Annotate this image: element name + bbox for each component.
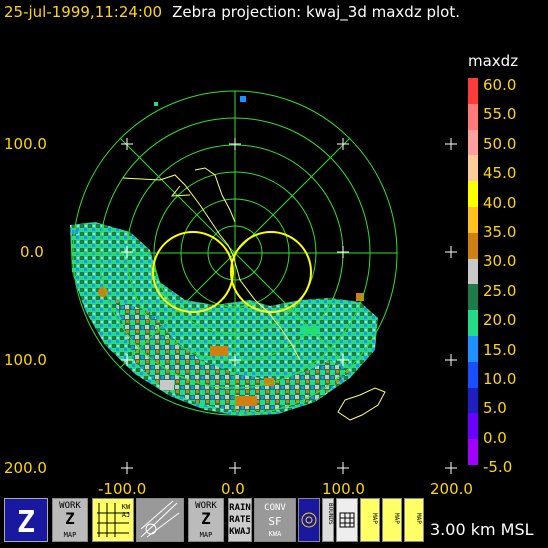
colorbar-segment [468,181,478,208]
colorbar-tick-label: 30.0 [483,252,517,271]
x-label-0: 0.0 [221,480,245,498]
rings-icon[interactable] [298,498,320,542]
grid-markers [121,138,457,474]
colorbar-segment [468,284,478,311]
plot-title: Zebra projection: kwaj_3d maxdz plot. [172,3,460,21]
radar-sweep-icon[interactable] [136,498,184,542]
map-icon-3[interactable]: MAP [404,498,424,542]
work-map-icon-2[interactable]: WORK Z MAP [188,498,224,542]
colorbar-tick-label: -5.0 [483,458,513,477]
colorbar-segment [468,413,478,440]
colorbar-tick-label: 50.0 [483,134,517,153]
x-label-100: 100.0 [322,480,365,498]
colorbar-tick-label: 0.0 [483,428,507,447]
rain-rate-icon[interactable]: RAIN RATE KWAJ [228,498,252,542]
y-label-100-top: 100.0 [4,135,47,153]
colorbar-segment [468,361,478,389]
colorbar-segment [468,336,478,363]
colorbar-segment [468,207,478,234]
colorbar-segment [468,258,478,285]
x-label-neg100: -100.0 [98,480,147,498]
bounds-icon[interactable]: BOUNDS [322,498,334,542]
coastline [122,167,386,421]
colorbar-tick-label: 35.0 [483,223,517,241]
colorbar-segment [468,78,478,105]
colorbar-tick-label: 10.0 [483,370,517,388]
y-label-0: 0.0 [20,243,44,261]
precip-echoes [70,96,378,416]
colorbar-segment [468,232,478,260]
y-label-100-bottom: 100.0 [4,351,47,369]
icon-taskbar: Z WORK Z MAP KWAJ WORK Z MAP RAIN RATE K… [0,494,548,548]
colorbar-segment [468,387,478,414]
work-map-icon[interactable]: WORK Z MAP [52,498,88,542]
colorbar-tick-label: 60.0 [483,76,517,94]
colorbar-segment [468,103,478,131]
y-label-200: 200.0 [4,459,47,477]
colorbar-tick-label: 20.0 [483,311,517,330]
colorbar-tick-label: 40.0 [483,193,517,212]
colorbar-tick-label: 5.0 [483,399,507,418]
colorbar [468,78,478,466]
colorbar-tick-label: 55.0 [483,105,517,124]
zebra-logo-icon[interactable]: Z [4,498,48,542]
colorbar-segment [468,310,478,337]
kwaj-grid-icon[interactable]: KWAJ [92,498,134,542]
grid-icon[interactable] [336,498,358,542]
colorbar-tick-label: 45.0 [483,164,517,183]
x-label-200: 200.0 [430,480,473,498]
altitude-readout: 3.00 km MSL [430,520,534,539]
colorbar-field-label: maxdz [468,52,519,70]
colorbar-tick-label: 15.0 [483,340,517,359]
timestamp: 25-jul-1999,11:24:00 [4,3,163,21]
map-icon-2[interactable]: MAP [382,498,402,542]
colorbar-segment [468,439,478,466]
colorbar-segment [468,129,478,156]
conv-sf-icon[interactable]: CONV SF KWA [254,498,296,542]
plot-header: 25-jul-1999,11:24:00 Zebra projection: kw… [4,3,460,21]
colorbar-tick-label: 25.0 [483,281,517,300]
coverage-circles [152,231,312,313]
map-icon-1[interactable]: MAP [360,498,380,542]
colorbar-segment [468,155,478,182]
